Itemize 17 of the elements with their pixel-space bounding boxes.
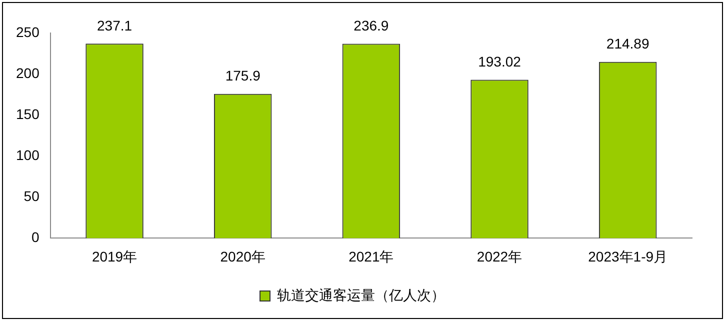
y-tick-label: 200 [16, 64, 40, 81]
data-label: 193.02 [478, 54, 522, 70]
data-label: 214.89 [606, 36, 650, 52]
y-tick-label: 150 [16, 106, 40, 122]
data-label: 237.1 [97, 17, 132, 34]
y-tick-label: 100 [16, 146, 40, 163]
legend-label: 轨道交通客运量（亿人次） [277, 286, 445, 303]
y-tick-label: 250 [16, 24, 40, 40]
x-tick-label: 2020年 [220, 248, 266, 264]
x-tick-label: 2023年1-9月 [588, 248, 668, 264]
x-tick-label: 2021年 [348, 248, 394, 264]
data-label: 175.9 [225, 68, 261, 84]
x-tick-label: 2022年 [476, 248, 522, 264]
data-label: 236.9 [354, 18, 389, 34]
y-tick-label: 50 [24, 188, 40, 204]
y-tick-label: 0 [32, 229, 40, 246]
x-tick-label: 2019年 [92, 248, 138, 264]
